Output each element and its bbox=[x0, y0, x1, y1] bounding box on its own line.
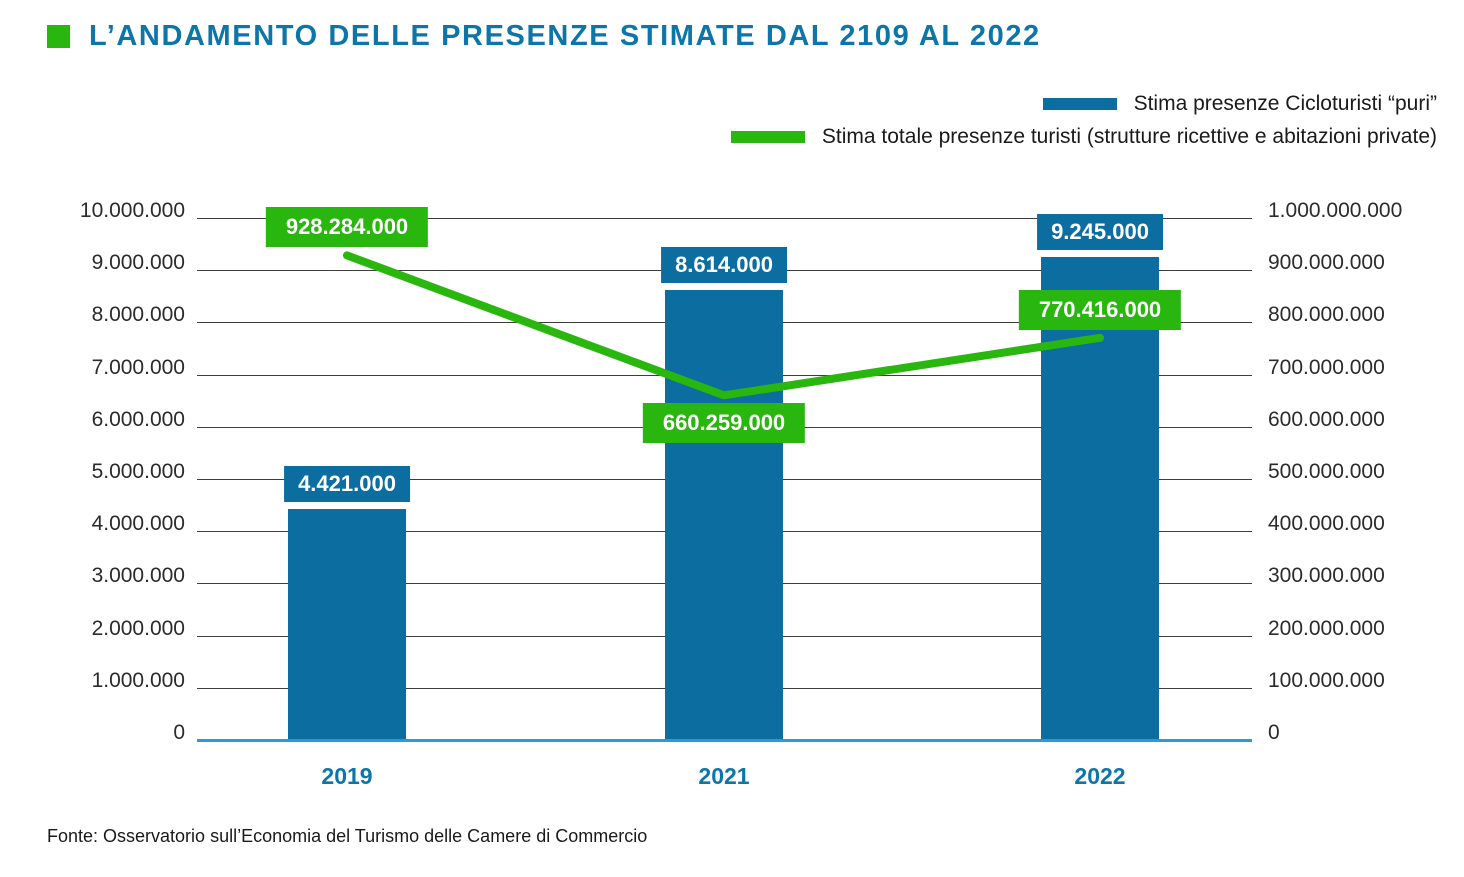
x-axis-line bbox=[197, 739, 1252, 742]
bar-2019 bbox=[288, 509, 406, 740]
y-axis-right-tick: 100.000.000 bbox=[1268, 668, 1385, 692]
x-axis-label-2022: 2022 bbox=[1074, 763, 1126, 789]
legend-swatch-blue-bar-icon bbox=[1042, 98, 1117, 110]
y-axis-left-tick: 4.000.000 bbox=[91, 512, 185, 536]
line-value-label: 928.284.000 bbox=[265, 207, 429, 248]
x-axis-label-2019: 2019 bbox=[321, 763, 373, 789]
legend-label-turisti-totale: Stima totale presenze turisti (strutture… bbox=[821, 125, 1437, 148]
y-axis-right-tick: 900.000.000 bbox=[1268, 251, 1385, 275]
legend-item-turisti-totale: Stima totale presenze turisti (strutture… bbox=[730, 125, 1437, 149]
y-axis-right-tick: 0 bbox=[1268, 721, 1280, 744]
bar-value-label: 9.245.000 bbox=[1037, 214, 1163, 251]
legend-item-cicloturisti: Stima presenze Cicloturisti “puri” bbox=[1042, 92, 1437, 116]
bar-value-label: 4.421.000 bbox=[284, 466, 410, 503]
legend-label-cicloturisti: Stima presenze Cicloturisti “puri” bbox=[1133, 92, 1437, 115]
line-value-label: 770.416.000 bbox=[1018, 289, 1182, 330]
y-axis-right-tick: 200.000.000 bbox=[1268, 616, 1385, 640]
bar-value-label: 8.614.000 bbox=[661, 247, 787, 284]
y-axis-left-tick: 2.000.000 bbox=[91, 616, 185, 640]
y-axis-right-tick: 1.000.000.000 bbox=[1268, 199, 1403, 222]
y-axis-left-tick: 1.000.000 bbox=[91, 668, 185, 692]
trend-line bbox=[343, 251, 1104, 400]
y-axis-right-tick: 600.000.000 bbox=[1268, 407, 1385, 431]
y-axis-left-tick: 9.000.000 bbox=[91, 251, 185, 275]
source-note: Fonte: Osservatorio sull’Economia del Tu… bbox=[47, 826, 648, 846]
y-axis-right-tick: 400.000.000 bbox=[1268, 512, 1385, 536]
y-axis-left-tick: 0 bbox=[173, 721, 185, 744]
line-value-label: 660.259.000 bbox=[642, 403, 806, 444]
y-axis-left-tick: 5.000.000 bbox=[91, 460, 185, 483]
y-axis-left-tick: 3.000.000 bbox=[91, 564, 185, 588]
bar-2021 bbox=[665, 290, 783, 740]
legend: Stima presenze Cicloturisti “puri” Stima… bbox=[730, 92, 1437, 149]
y-axis-right-tick: 300.000.000 bbox=[1268, 564, 1385, 588]
x-axis-label-2021: 2021 bbox=[698, 763, 750, 789]
y-axis-right-tick: 800.000.000 bbox=[1268, 303, 1385, 327]
y-axis-left-tick: 7.000.000 bbox=[91, 355, 185, 379]
y-axis-left-tick: 10.000.000 bbox=[79, 199, 185, 222]
chart-title: L’ANDAMENTO DELLE PRESENZE STIMATE DAL 2… bbox=[89, 20, 1041, 52]
gridline bbox=[197, 218, 1252, 219]
title-bullet-square bbox=[47, 25, 70, 48]
y-axis-right-tick: 500.000.000 bbox=[1268, 460, 1385, 483]
legend-swatch-green-line-icon bbox=[730, 131, 805, 143]
y-axis-left-tick: 6.000.000 bbox=[91, 407, 185, 431]
chart-header: L’ANDAMENTO DELLE PRESENZE STIMATE DAL 2… bbox=[47, 20, 1041, 53]
y-axis-right-tick: 700.000.000 bbox=[1268, 355, 1385, 379]
y-axis-left-tick: 8.000.000 bbox=[91, 303, 185, 327]
